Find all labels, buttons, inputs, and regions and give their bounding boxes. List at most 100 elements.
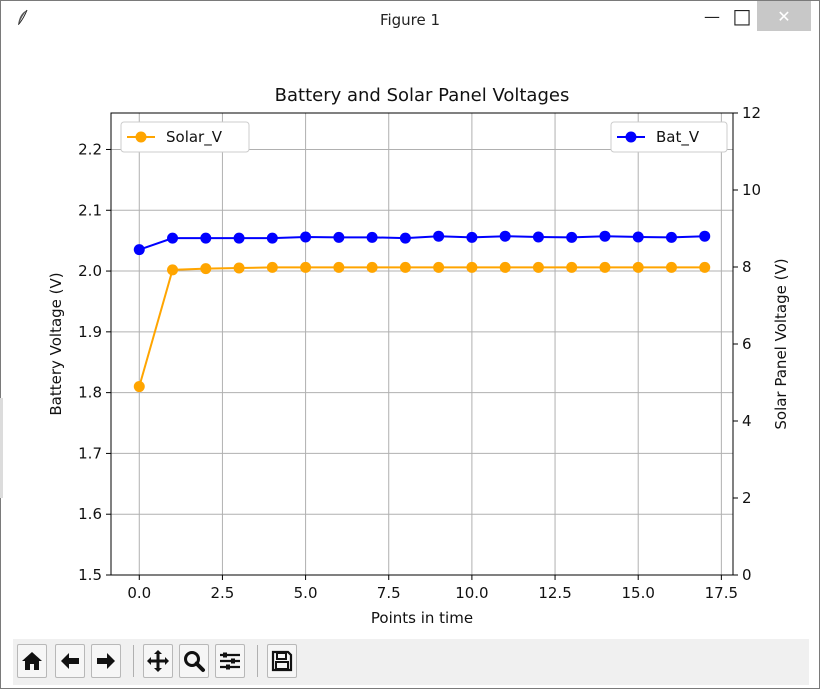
y-axis-label-left: Battery Voltage (V) bbox=[47, 272, 65, 415]
pan-button[interactable] bbox=[143, 644, 173, 678]
data-point-Bat_V bbox=[466, 231, 478, 243]
close-button[interactable]: ✕ bbox=[757, 1, 811, 31]
data-point-Bat_V bbox=[599, 230, 611, 242]
y-tick-label-right: 4 bbox=[742, 412, 752, 430]
y-tick-label-right: 8 bbox=[742, 258, 752, 276]
home-icon bbox=[22, 652, 42, 670]
y-tick-label-right: 10 bbox=[742, 181, 761, 199]
x-tick-label: 2.5 bbox=[210, 584, 234, 602]
data-point-Solar_V bbox=[665, 261, 677, 273]
legend-label: Bat_V bbox=[656, 128, 700, 147]
chart-title: Battery and Solar Panel Voltages bbox=[275, 85, 570, 106]
data-point-Bat_V bbox=[333, 231, 345, 243]
y-tick-label-left: 1.6 bbox=[78, 505, 102, 523]
close-icon: ✕ bbox=[777, 6, 791, 26]
data-point-Solar_V bbox=[133, 381, 145, 393]
x-tick-label: 5.0 bbox=[294, 584, 318, 602]
x-axis-label: Points in time bbox=[371, 609, 473, 627]
data-point-Bat_V bbox=[532, 231, 544, 243]
data-point-Bat_V bbox=[566, 231, 578, 243]
data-point-Solar_V bbox=[433, 261, 445, 273]
data-point-Solar_V bbox=[266, 261, 278, 273]
legend-label: Solar_V bbox=[166, 128, 223, 147]
data-point-Solar_V bbox=[333, 261, 345, 273]
navigation-toolbar bbox=[13, 639, 809, 685]
figure-canvas[interactable]: 0.0 2.5 5.0 7.5 10.0 12.5 15.0 17.5 1.5 1.6 1.7 1.8… bbox=[13, 41, 809, 637]
x-tick-label: 0.0 bbox=[127, 584, 151, 602]
minimize-button[interactable]: — bbox=[697, 1, 727, 31]
maximize-icon: □ bbox=[732, 4, 752, 28]
legend-box bbox=[610, 121, 728, 153]
zoom-button[interactable] bbox=[179, 644, 209, 678]
data-point-Solar_V bbox=[366, 261, 378, 273]
series-line-Bat_V bbox=[138, 235, 705, 251]
data-point-Solar_V bbox=[167, 264, 179, 276]
data-point-Bat_V bbox=[699, 230, 711, 242]
y-tick-label-left: 1.5 bbox=[78, 566, 102, 584]
data-point-Bat_V bbox=[665, 231, 677, 243]
toolbar-separator bbox=[133, 645, 134, 677]
data-point-Bat_V bbox=[233, 232, 245, 244]
y-tick-label-left: 2.0 bbox=[78, 262, 102, 280]
y-tick-label-left: 2.1 bbox=[78, 201, 102, 219]
toolbar-separator bbox=[257, 645, 258, 677]
data-point-Solar_V bbox=[466, 261, 478, 273]
data-point-Solar_V bbox=[499, 261, 511, 273]
y-tick-label-right: 12 bbox=[742, 104, 761, 122]
window-edge bbox=[0, 398, 3, 498]
x-tick-label: 12.5 bbox=[538, 584, 571, 602]
legend-marker bbox=[625, 131, 637, 143]
data-point-Bat_V bbox=[632, 231, 644, 243]
data-point-Solar_V bbox=[632, 261, 644, 273]
data-point-Bat_V bbox=[167, 232, 179, 244]
y-tick-label-right: 0 bbox=[742, 566, 752, 584]
save-icon bbox=[271, 650, 293, 672]
window-title: Figure 1 bbox=[379, 11, 441, 29]
data-point-Bat_V bbox=[399, 232, 411, 244]
data-point-Bat_V bbox=[133, 244, 145, 256]
y-axis-label-right: Solar Panel Voltage (V) bbox=[772, 258, 790, 429]
data-point-Bat_V bbox=[433, 230, 445, 242]
legend-marker bbox=[135, 131, 147, 143]
y-tick-label-right: 6 bbox=[742, 335, 752, 353]
data-point-Bat_V bbox=[266, 232, 278, 244]
series-line-Solar_V bbox=[138, 266, 705, 387]
x-tick-label: 17.5 bbox=[705, 584, 738, 602]
chart: 0.0 2.5 5.0 7.5 10.0 12.5 15.0 17.5 1.5 1.6 1.7 1.8… bbox=[47, 85, 790, 627]
data-point-Solar_V bbox=[200, 263, 212, 275]
y-tick-label-right: 2 bbox=[742, 489, 752, 507]
back-arrow-icon bbox=[61, 653, 79, 669]
home-button[interactable] bbox=[17, 644, 47, 678]
y-tick-label-left: 1.8 bbox=[78, 384, 102, 402]
subplots-icon bbox=[220, 652, 240, 670]
plot-frame bbox=[110, 112, 734, 576]
x-tick-label: 7.5 bbox=[377, 584, 401, 602]
title-bar[interactable]: Figure 1 — □ ✕ bbox=[1, 1, 819, 39]
zoom-icon bbox=[184, 651, 205, 672]
forward-button[interactable] bbox=[91, 644, 121, 678]
data-point-Solar_V bbox=[233, 262, 245, 274]
data-point-Solar_V bbox=[599, 261, 611, 273]
data-point-Solar_V bbox=[532, 261, 544, 273]
data-point-Solar_V bbox=[699, 261, 711, 273]
minimize-icon: — bbox=[704, 6, 720, 26]
data-point-Solar_V bbox=[300, 261, 312, 273]
x-tick-label: 15.0 bbox=[622, 584, 655, 602]
data-point-Solar_V bbox=[566, 261, 578, 273]
pan-icon bbox=[147, 650, 169, 672]
legend-box bbox=[120, 121, 250, 153]
data-point-Bat_V bbox=[300, 231, 312, 243]
data-point-Bat_V bbox=[366, 231, 378, 243]
back-button[interactable] bbox=[55, 644, 85, 678]
data-point-Bat_V bbox=[200, 232, 212, 244]
data-point-Bat_V bbox=[499, 230, 511, 242]
y-tick-label-left: 2.2 bbox=[78, 140, 102, 158]
feather-icon bbox=[18, 9, 28, 25]
subplots-button[interactable] bbox=[215, 644, 245, 678]
x-tick-label: 10.0 bbox=[455, 584, 488, 602]
y-tick-label-left: 1.7 bbox=[78, 444, 102, 462]
save-button[interactable] bbox=[267, 644, 297, 678]
maximize-button[interactable]: □ bbox=[727, 1, 757, 31]
forward-arrow-icon bbox=[97, 653, 115, 669]
